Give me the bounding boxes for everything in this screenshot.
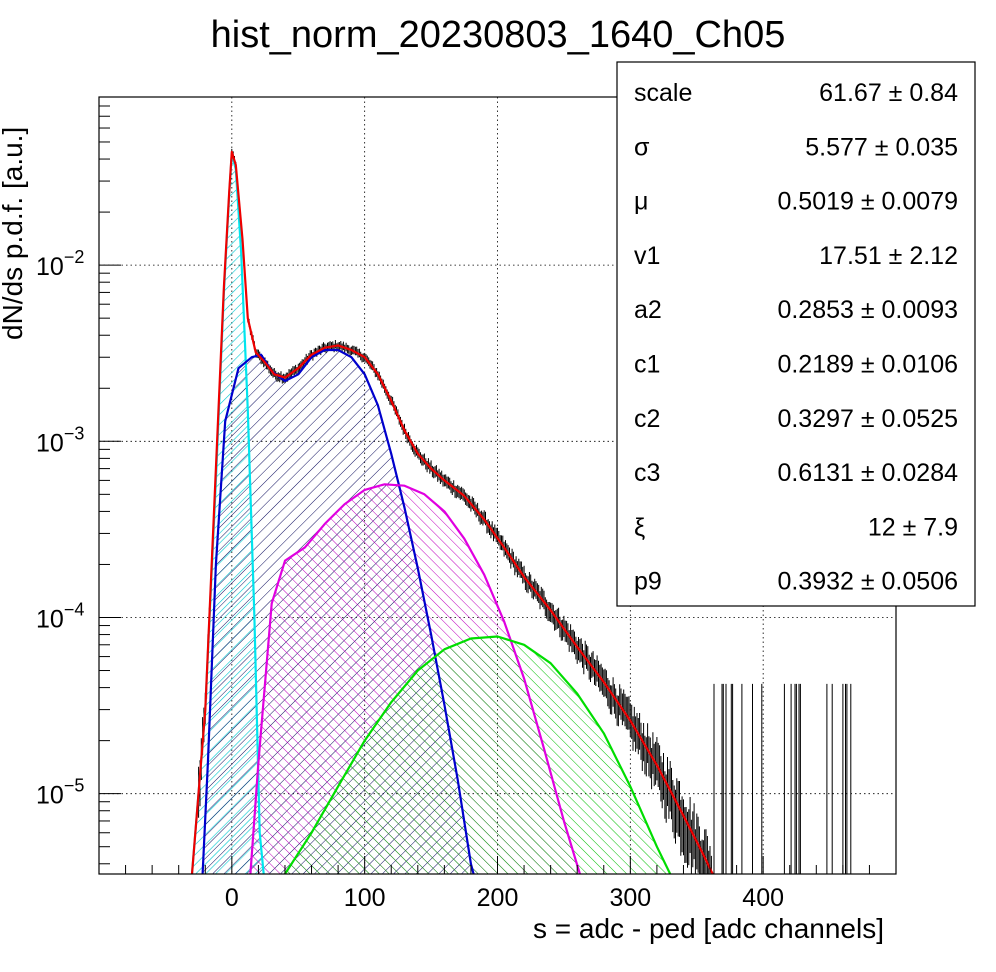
- total-fit-curve: [190, 150, 714, 874]
- fit-curves: [190, 150, 714, 874]
- x-axis-ticks: 0 100 200 300 400: [98, 856, 897, 912]
- stats-label: scale: [634, 79, 692, 107]
- y-tick-label: 10−4: [36, 599, 84, 633]
- y-tick-label: 10−2: [36, 247, 84, 281]
- stats-label: ξ: [634, 513, 645, 541]
- stats-label: σ: [634, 133, 650, 161]
- x-tick-label: 200: [477, 884, 519, 912]
- stats-label: c2: [634, 405, 660, 433]
- x-tick-label: 400: [742, 884, 784, 912]
- component-3-curve: [249, 483, 581, 874]
- stats-value: 0.2853 ± 0.0093: [777, 296, 958, 324]
- stats-value: 0.2189 ± 0.0106: [777, 351, 958, 379]
- y-axis-ticks: 10−5 10−4 10−3 10−2: [36, 96, 121, 865]
- x-tick-label: 0: [225, 884, 239, 912]
- stats-label: μ: [634, 188, 648, 216]
- stats-value: 0.5019 ± 0.0079: [777, 188, 958, 216]
- x-axis-label: s = adc - ped [adc channels]: [533, 913, 884, 944]
- stats-value: 12 ± 7.9: [868, 513, 958, 541]
- stats-label: c1: [634, 351, 660, 379]
- chart-title: hist_norm_20230803_1640_Ch05: [211, 14, 786, 56]
- y-axis-label: dN/ds p.d.f. [a.u.]: [0, 127, 28, 340]
- stats-value: 5.577 ± 0.035: [805, 133, 958, 161]
- x-tick-label: 100: [344, 884, 386, 912]
- fit-stats-box: scale 61.67 ± 0.84 σ 5.577 ± 0.035 μ 0.5019 ±…: [616, 61, 976, 607]
- stats-label: p9: [634, 568, 662, 596]
- x-tick-label: 300: [609, 884, 651, 912]
- y-tick-label: 10−5: [36, 776, 84, 810]
- stats-value: 0.6131 ± 0.0284: [777, 459, 958, 487]
- stats-box-frame: [616, 61, 976, 607]
- component-4-curve: [284, 635, 672, 874]
- stats-label: c3: [634, 459, 660, 487]
- component-2-curve: [201, 348, 475, 874]
- stats-label: a2: [634, 296, 662, 324]
- y-tick-label: 10−3: [36, 423, 84, 457]
- stats-value: 17.51 ± 2.12: [819, 242, 958, 270]
- stats-label: v1: [634, 242, 660, 270]
- stats-value: 0.3297 ± 0.0525: [777, 405, 958, 433]
- component-fills: [192, 153, 671, 874]
- stats-value: 0.3932 ± 0.0506: [777, 568, 958, 596]
- component-4-fill: [285, 636, 671, 874]
- stats-value: 61.67 ± 0.84: [819, 79, 958, 107]
